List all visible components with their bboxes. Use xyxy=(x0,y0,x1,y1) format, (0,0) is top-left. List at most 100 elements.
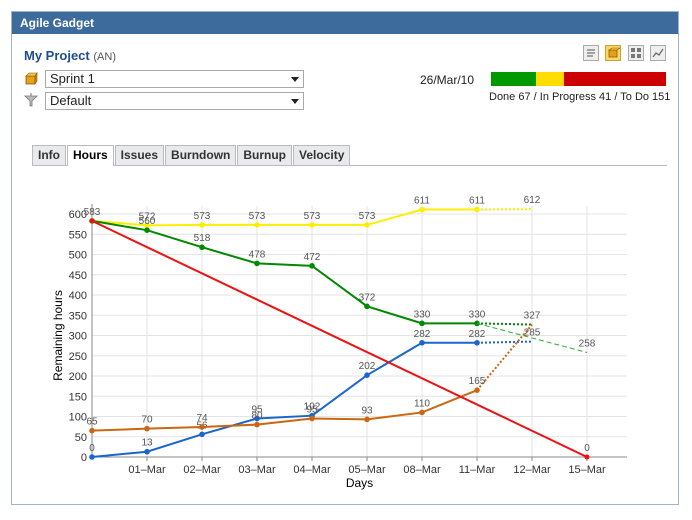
data-label: 573 xyxy=(249,211,266,222)
data-label: 611 xyxy=(414,196,430,207)
filter-select-value: Default xyxy=(50,93,92,108)
tab-hours[interactable]: Hours xyxy=(67,145,114,166)
data-point xyxy=(474,206,480,213)
y-tick-label: 450 xyxy=(69,270,87,282)
grid-view-icon[interactable] xyxy=(627,45,644,61)
text-view-icon[interactable] xyxy=(583,45,599,61)
data-label: 372 xyxy=(359,292,376,303)
series-line xyxy=(91,341,477,458)
data-point xyxy=(474,387,480,393)
status-date: 26/Mar/10 xyxy=(420,73,475,87)
data-point xyxy=(144,448,150,455)
progress-summary: Done 67 / In Progress 41 / To Do 151 xyxy=(489,91,671,103)
sprint-select[interactable]: Sprint 1 xyxy=(45,70,304,88)
ideal-point xyxy=(89,218,95,224)
data-label: 102 xyxy=(304,402,321,413)
tab-burndown[interactable]: Burndown xyxy=(165,145,237,165)
data-label: 612 xyxy=(524,195,541,206)
project-name-link[interactable]: My Project xyxy=(24,48,90,63)
data-point xyxy=(199,244,205,251)
progress-todo-segment xyxy=(563,72,666,86)
data-point xyxy=(364,303,370,310)
series-line xyxy=(91,219,477,325)
filter-funnel-icon xyxy=(24,93,38,107)
data-point xyxy=(89,454,95,460)
y-tick-label: 350 xyxy=(69,310,87,322)
y-tick-label: 400 xyxy=(69,290,87,302)
data-label: 95 xyxy=(251,405,263,416)
x-tick-label: 02–Mar xyxy=(183,464,221,476)
data-label: 327 xyxy=(524,311,541,322)
filter-select[interactable]: Default xyxy=(45,92,304,110)
hours-chart: 05010015020025030035040045050055060001–M… xyxy=(51,195,627,490)
sprint-select-value: Sprint 1 xyxy=(50,71,95,86)
data-label: 258 xyxy=(579,339,596,350)
data-label: 282 xyxy=(414,329,431,340)
x-tick-label: 11–Mar xyxy=(459,464,496,476)
series-line-forecast xyxy=(476,340,533,344)
data-point xyxy=(144,222,150,229)
data-label: 13 xyxy=(141,438,153,449)
data-point xyxy=(419,320,425,327)
data-point xyxy=(309,415,315,422)
data-point xyxy=(474,339,480,346)
chevron-down-icon xyxy=(291,77,299,82)
view-toolbar xyxy=(583,45,669,61)
projection-line xyxy=(476,322,588,353)
x-tick-label: 04–Mar xyxy=(293,464,331,476)
data-point xyxy=(254,421,260,428)
data-point xyxy=(364,372,370,378)
y-tick-label: 200 xyxy=(69,371,87,383)
data-label: 93 xyxy=(361,405,373,416)
project-header: My Project (AN) xyxy=(24,48,116,63)
data-point xyxy=(364,416,370,423)
data-label: 95 xyxy=(306,405,318,416)
y-tick-label: 50 xyxy=(75,432,87,444)
y-axis-title: Remaining hours xyxy=(51,290,65,381)
y-tick-label: 600 xyxy=(69,209,87,221)
data-point xyxy=(419,409,425,416)
x-tick-label: 15–Mar xyxy=(568,464,606,476)
data-point xyxy=(309,263,315,269)
data-point xyxy=(199,431,205,438)
tab-velocity[interactable]: Velocity xyxy=(293,145,351,165)
data-label: 65 xyxy=(86,417,98,428)
data-point xyxy=(254,415,260,422)
data-label: 74 xyxy=(196,413,208,424)
ideal-point xyxy=(584,454,590,460)
x-tick-label: 05–Mar xyxy=(348,464,386,476)
data-label: 573 xyxy=(194,211,211,222)
data-label: 202 xyxy=(359,361,376,372)
tab-info[interactable]: Info xyxy=(32,145,66,165)
x-tick-label: 03–Mar xyxy=(238,464,276,476)
data-label: 560 xyxy=(139,216,156,227)
data-label: 330 xyxy=(469,309,486,320)
y-tick-label: 300 xyxy=(69,331,87,343)
data-label: 518 xyxy=(194,233,211,244)
y-tick-label: 100 xyxy=(69,412,87,424)
data-label: 572 xyxy=(139,211,156,222)
x-tick-label: 12–Mar xyxy=(513,464,551,476)
data-label: 70 xyxy=(141,415,153,426)
series-line-forecast xyxy=(476,322,533,326)
data-label: 573 xyxy=(359,211,376,222)
agile-gadget-window: Agile Gadget My Project (AN) Sprint 1 De… xyxy=(11,11,679,505)
chevron-down-icon xyxy=(291,99,299,104)
data-label: 573 xyxy=(304,211,321,222)
sprint-box-icon[interactable] xyxy=(605,45,622,61)
data-label: 165 xyxy=(469,376,486,387)
data-label: 478 xyxy=(249,249,266,260)
data-label: 0 xyxy=(89,443,95,454)
sprint-box-icon xyxy=(25,72,38,85)
y-tick-label: 550 xyxy=(69,229,87,241)
tab-issues[interactable]: Issues xyxy=(114,145,165,165)
data-label: 285 xyxy=(524,328,541,339)
progress-done-segment xyxy=(491,72,537,86)
data-label: 330 xyxy=(414,309,431,320)
tab-burnup[interactable]: Burnup xyxy=(237,145,293,165)
chart-view-icon[interactable] xyxy=(650,45,667,61)
x-tick-label: 08–Mar xyxy=(403,464,441,476)
ideal-burndown-line xyxy=(91,219,588,458)
data-point xyxy=(419,339,425,346)
data-point xyxy=(89,427,95,434)
